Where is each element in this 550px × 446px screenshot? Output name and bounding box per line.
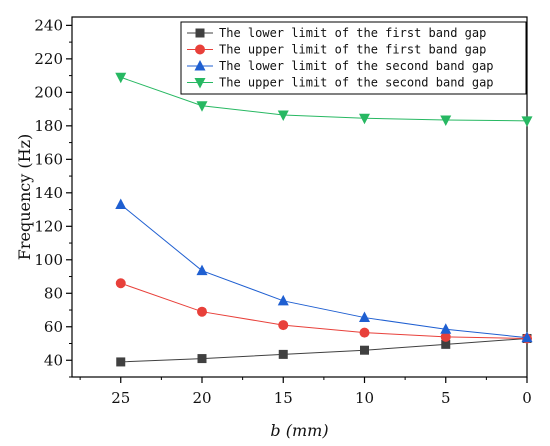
legend-label: The lower limit of the first band gap <box>219 26 486 40</box>
y-tick-label: 160 <box>34 150 63 168</box>
data-point <box>359 113 370 125</box>
y-tick-label: 80 <box>44 284 63 302</box>
y-axis-title: Frequency (Hz) <box>15 134 34 261</box>
data-point <box>115 278 126 289</box>
legend: The lower limit of the first band gap The… <box>180 21 527 95</box>
data-point <box>277 110 289 121</box>
data-point <box>359 327 370 338</box>
data-point <box>197 306 207 317</box>
data-point <box>278 320 289 331</box>
legend-label: The lower limit of the second band gap <box>219 59 494 73</box>
data-point <box>360 345 369 355</box>
data-point <box>277 294 289 306</box>
x-tick-label: 0 <box>522 389 532 407</box>
legend-marker <box>195 44 205 55</box>
y-tick-label: 60 <box>44 318 63 336</box>
data-point <box>115 198 127 210</box>
data-point <box>521 116 533 127</box>
legend-marker <box>195 28 205 38</box>
series-line <box>120 204 528 339</box>
data-point <box>197 354 207 364</box>
y-tick-label: 240 <box>34 16 63 34</box>
data-point <box>115 72 127 84</box>
data-point <box>440 323 452 334</box>
legend-marker <box>194 60 206 71</box>
legend-label: The upper limit of the first band gap <box>219 43 486 57</box>
series-1 <box>116 333 532 367</box>
x-tick-label: 5 <box>441 389 451 407</box>
y-tick-label: 100 <box>34 251 63 269</box>
series-2 <box>115 278 532 344</box>
data-point <box>441 339 451 349</box>
data-point <box>440 115 452 126</box>
series-4 <box>115 72 533 127</box>
x-tick-label: 20 <box>192 389 211 407</box>
series-line <box>120 337 528 363</box>
plot-area: 40 60 80 100 120 140 160 180 200 220 240 25 20 15 10 5 0… <box>34 16 533 407</box>
data-point <box>196 101 208 112</box>
x-tick-label: 15 <box>274 389 293 407</box>
y-tick-label: 120 <box>34 217 63 235</box>
series-line <box>120 282 528 339</box>
x-axis-title: b (mm) <box>270 421 328 440</box>
x-tick-label: 25 <box>111 389 130 407</box>
x-tick-label: 10 <box>355 389 374 407</box>
plot-frame <box>71 16 528 378</box>
legend-box <box>180 21 527 95</box>
legend-marker <box>194 78 206 89</box>
data-point <box>440 331 451 342</box>
data-point <box>359 311 370 323</box>
y-tick-label: 140 <box>34 184 63 202</box>
y-tick-label: 200 <box>34 83 63 101</box>
series-line <box>120 76 528 122</box>
data-point <box>521 331 533 343</box>
y-tick-label: 220 <box>34 50 63 68</box>
y-tick-label: 40 <box>44 351 63 369</box>
y-tick-label: 180 <box>34 117 63 135</box>
data-point <box>116 357 126 367</box>
series-3 <box>115 198 533 343</box>
data-point <box>196 264 208 276</box>
legend-label: The upper limit of the second band gap <box>219 76 494 90</box>
data-point <box>278 349 288 359</box>
